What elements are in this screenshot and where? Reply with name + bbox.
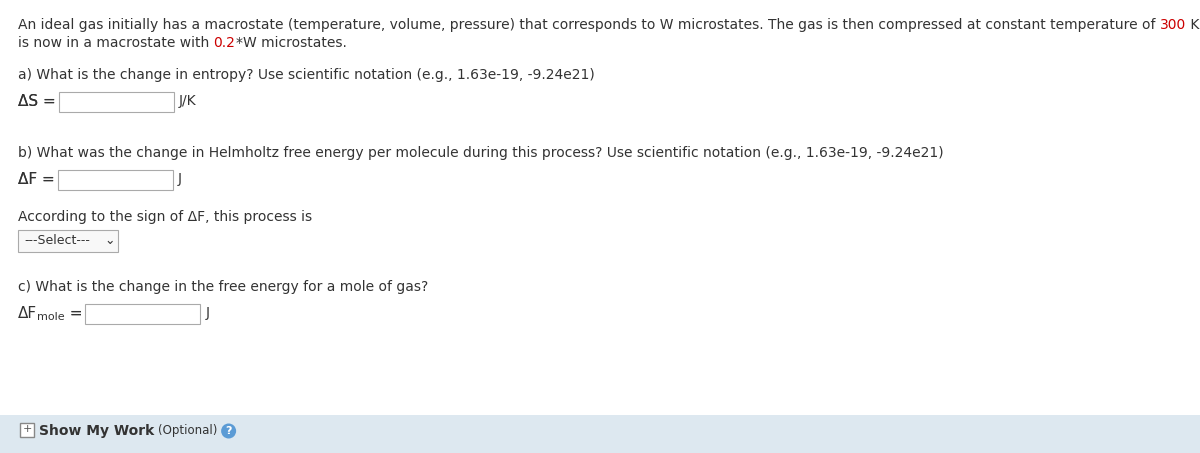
Text: ΔS =: ΔS =: [18, 94, 55, 109]
Text: is now in a macrostate with: is now in a macrostate with: [18, 36, 214, 50]
Text: a) What is the change in entropy? Use scientific notation (e.g., 1.63e-19, -9.24: a) What is the change in entropy? Use sc…: [18, 68, 595, 82]
Text: c) What is the change in the free energy for a mole of gas?: c) What is the change in the free energy…: [18, 280, 428, 294]
Text: ΔF =: ΔF =: [18, 172, 55, 187]
Text: K and: K and: [1186, 18, 1200, 32]
Text: An ideal gas initially has a macrostate (temperature, volume, pressure) that cor: An ideal gas initially has a macrostate …: [18, 18, 1160, 32]
Bar: [85, 304, 200, 324]
Text: According to the sign of ΔF, this process is: According to the sign of ΔF, this proces…: [18, 210, 312, 224]
Bar: [20, 423, 34, 437]
Text: J: J: [205, 306, 209, 320]
Text: J: J: [178, 172, 181, 186]
Bar: [58, 170, 173, 190]
Text: ⌄: ⌄: [104, 234, 114, 247]
Text: b) What was the change in Helmholtz free energy per molecule during this process: b) What was the change in Helmholtz free…: [18, 146, 943, 160]
Circle shape: [221, 424, 236, 439]
Text: Show My Work: Show My Work: [38, 424, 155, 438]
Bar: [0, 415, 1200, 453]
Text: *W microstates.: *W microstates.: [235, 36, 347, 50]
Bar: [18, 230, 118, 252]
Text: J/K: J/K: [179, 94, 197, 108]
Text: ΔF =: ΔF =: [18, 172, 55, 187]
Text: +: +: [23, 424, 31, 434]
Text: 300: 300: [1160, 18, 1186, 32]
Text: ?: ?: [226, 426, 232, 436]
Text: ---Select---: ---Select---: [24, 234, 90, 247]
Text: ΔF: ΔF: [18, 306, 37, 321]
Text: =: =: [65, 306, 83, 321]
Text: 0.2: 0.2: [214, 36, 235, 50]
Bar: [59, 92, 174, 112]
Text: ΔS =: ΔS =: [18, 94, 55, 109]
Text: (Optional): (Optional): [158, 424, 217, 437]
Text: mole: mole: [37, 312, 65, 322]
Text: =: =: [65, 306, 83, 321]
